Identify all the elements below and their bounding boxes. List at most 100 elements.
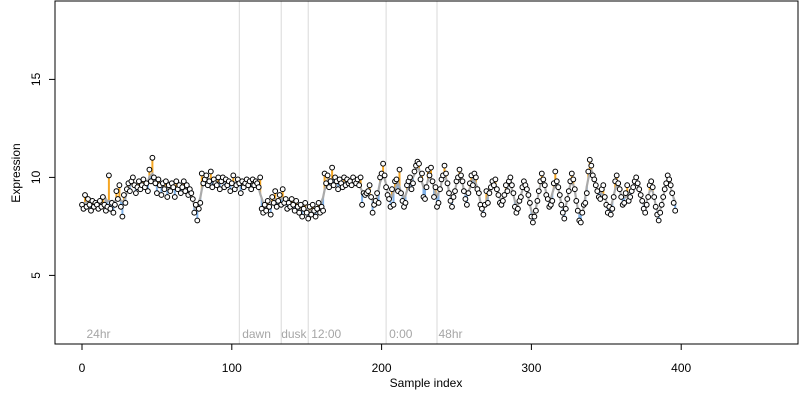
data-point [273,203,280,210]
data-point [573,198,580,204]
data-point [116,182,123,189]
data-point [207,168,214,175]
data-point [470,182,476,189]
data-point [417,176,424,183]
data-point [562,205,569,212]
data-point [645,194,652,200]
data-point [203,172,210,179]
section-labels: 24hr dawn dusk 12:00 0:00 48hr [87,327,463,341]
data-point [255,184,262,191]
data-point [504,188,511,195]
data-point [525,192,532,198]
data-point [527,200,533,206]
data-point [621,200,628,206]
data-point [180,178,187,185]
data-point [633,174,640,181]
data-point [163,178,169,185]
data-point [396,166,403,173]
data-point [465,190,472,197]
data-point [133,190,139,197]
data-point [615,180,622,187]
data-point [473,174,479,181]
data-point [651,194,658,200]
data-point [230,172,237,179]
data-point [275,198,282,204]
data-point [374,190,381,197]
data-point [583,190,590,197]
data-point [189,196,196,202]
data-point [555,184,562,191]
y-axis: 5 10 15 [29,72,56,279]
data-point [263,207,270,214]
data-point [494,186,500,193]
data-point [588,162,595,169]
data-point [447,198,454,204]
data-point [393,176,400,183]
data-point [112,201,118,208]
x-tick-label: 0 [79,361,86,375]
data-point [320,207,327,214]
data-point [444,180,451,187]
data-point [369,209,376,216]
data-point [380,160,387,167]
data-point [97,198,103,204]
data-point [398,190,404,197]
data-point [407,174,413,181]
data-point [622,190,629,197]
data-point [642,209,649,216]
data-point [649,184,656,191]
data-point [88,207,94,214]
data-point [553,178,560,185]
data-point [661,186,668,193]
data-point [610,194,617,200]
data-point [503,182,509,189]
data-point [479,205,485,212]
data-point [500,198,506,204]
data-point [531,213,538,220]
x-axis: 0 100 200 300 400 [79,343,692,375]
data-point [419,170,425,177]
data-point [195,205,202,212]
data-point [327,178,334,185]
data-point [480,211,487,218]
data-point [524,186,530,193]
data-point [188,190,195,197]
data-point [390,201,397,208]
data-point [314,205,321,212]
data-point [110,209,117,216]
data-point [549,198,556,204]
data-point [501,192,508,198]
data-points [79,154,679,226]
data-point [300,205,307,212]
data-point [119,213,126,220]
section-dividers [238,1,438,344]
data-point [309,201,316,208]
data-point [476,190,482,197]
data-point [570,176,577,183]
data-point [381,172,388,179]
data-point [669,190,676,197]
data-point [173,178,180,185]
data-point [509,182,515,189]
data-point [149,154,156,161]
data-point [446,190,452,197]
data-point [272,188,279,195]
data-point [194,217,201,224]
data-point [411,168,418,175]
data-point [126,188,133,195]
data-point [140,176,147,183]
data-point [462,196,469,202]
data-point [558,201,565,208]
data-point [559,209,566,216]
data-point [368,194,375,200]
data-point [571,186,578,193]
data-point [161,186,168,193]
data-point [145,188,151,195]
data-point [491,182,497,189]
data-point [630,184,637,191]
data-point [456,166,463,173]
data-point [302,200,309,206]
data-point [291,207,298,214]
section-label: 0:00 [389,327,413,341]
data-point [197,200,204,206]
